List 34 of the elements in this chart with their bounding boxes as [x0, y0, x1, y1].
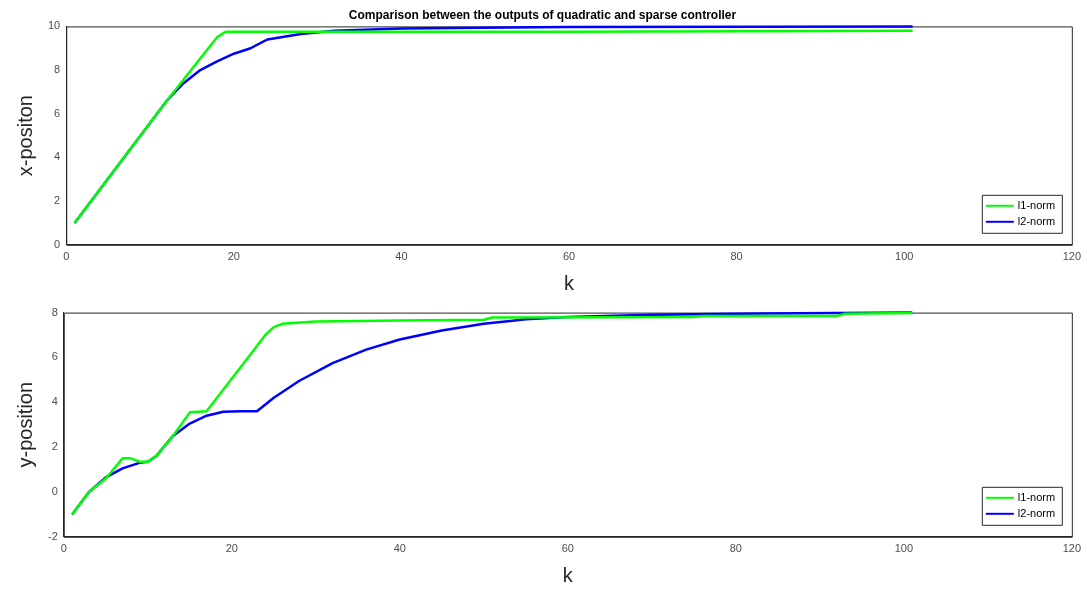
x-axis-title: k	[564, 271, 576, 294]
y-tick-label: 6	[54, 106, 61, 119]
x-tick-label: 120	[1062, 250, 1081, 263]
x-tick-label: 20	[225, 542, 238, 555]
y-tick-label: 8	[51, 305, 58, 318]
y-tick-label: -2	[48, 529, 58, 542]
x-tick-label: 60	[561, 542, 574, 555]
x-tick-label: 80	[730, 250, 743, 263]
y-tick-label: 6	[51, 350, 58, 363]
y-axis-title: x-positon	[13, 95, 36, 177]
y-tick-label: 8	[54, 63, 61, 76]
x-tick-label: 20	[227, 250, 240, 263]
chart-title: Comparison between the outputs of quadratic and sparse controller	[348, 7, 737, 22]
x-tick-label: 100	[895, 250, 914, 263]
y-tick-label: 2	[54, 194, 61, 207]
legend-label: l2-norm	[1017, 506, 1056, 519]
x-tick-label: 80	[729, 542, 742, 555]
y-tick-label: 2	[51, 440, 58, 453]
y-tick-label: 10	[47, 19, 61, 32]
y-tick-label: 4	[51, 395, 58, 408]
y-tick-label: 0	[51, 484, 58, 497]
y-tick-label: 4	[54, 150, 61, 163]
x-tick-label: 0	[63, 250, 70, 263]
y-axis-title: y-position	[13, 381, 36, 468]
x-axis-title: k	[562, 563, 574, 586]
x-tick-label: 60	[562, 250, 576, 263]
legend-label: l1-norm	[1017, 490, 1056, 503]
legend-label: l1-norm	[1017, 198, 1056, 211]
x-tick-label: 40	[393, 542, 406, 555]
legend-label: l2-norm	[1017, 214, 1056, 227]
y-tick-label: 0	[54, 237, 61, 250]
x-tick-label: 100	[894, 542, 913, 555]
x-tick-label: 120	[1062, 542, 1081, 555]
x-tick-label: 40	[395, 250, 408, 263]
